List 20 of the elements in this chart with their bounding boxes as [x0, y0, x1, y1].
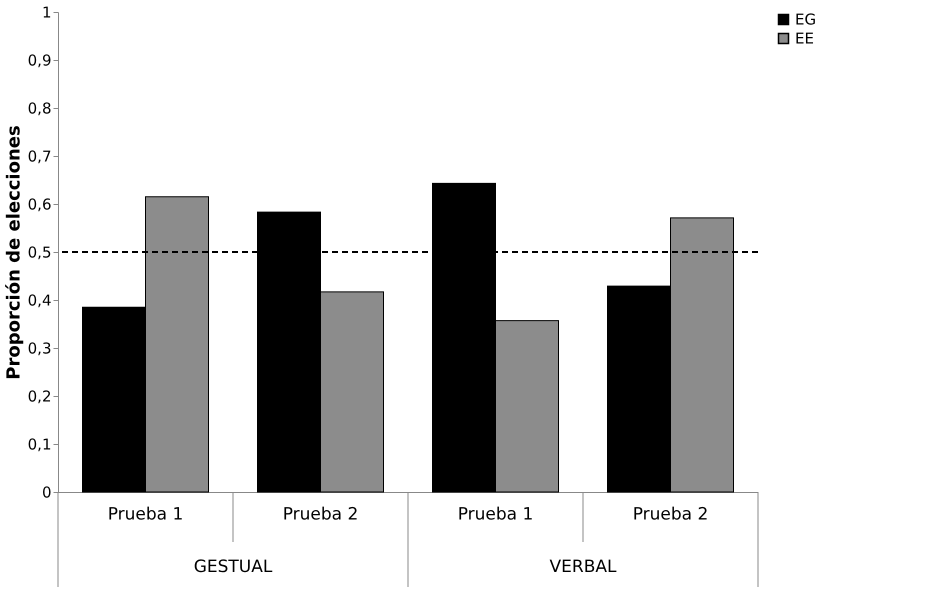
text: VERBAL	[550, 557, 617, 577]
y-tick-label: 0,2	[28, 388, 52, 406]
y-tick-label: 0,1	[28, 436, 52, 454]
y-tick-label: 0,8	[28, 100, 52, 118]
x-tick-label: Prueba 1	[108, 504, 184, 524]
y-tick-label: 0,7	[28, 148, 52, 166]
y-tick-label: 0,6	[28, 196, 52, 214]
x-tick-label: Prueba 1	[458, 504, 534, 524]
y-tick-label: 0	[42, 484, 52, 502]
y-tick-label: 0,9	[28, 52, 52, 70]
x-tick-label: Prueba 2	[282, 504, 358, 524]
y-axis-title: Proporción de elecciones	[4, 125, 25, 380]
y-tick-label: 0,5	[28, 244, 52, 262]
text: GESTUAL	[194, 557, 273, 577]
y-tick-label: 0,4	[28, 292, 52, 310]
y-tick-label: 1	[42, 4, 52, 22]
y-tick-label: 0,3	[28, 340, 52, 358]
x-tick-label: Prueba 2	[632, 504, 708, 524]
legend-label: EG	[795, 10, 816, 28]
legend-label: EE	[795, 30, 814, 48]
